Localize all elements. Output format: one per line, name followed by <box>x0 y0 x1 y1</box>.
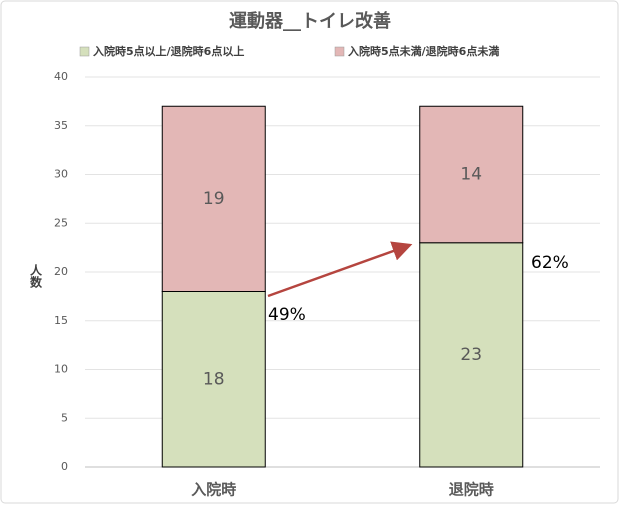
y-tick-label: 0 <box>61 460 68 473</box>
legend-swatch <box>79 46 90 57</box>
bar-segment <box>419 105 524 244</box>
annotation: 49% <box>268 305 306 325</box>
x-tick-label: 入院時 <box>191 481 236 499</box>
y-tick-label: 20 <box>54 265 68 278</box>
y-tick-label: 30 <box>54 168 68 181</box>
bar-segment <box>161 291 266 468</box>
x-tick-label: 退院時 <box>449 481 494 499</box>
data-label: 23 <box>460 345 482 365</box>
annotation: 62% <box>531 253 569 273</box>
data-label: 14 <box>460 165 482 185</box>
bar-segment <box>419 242 524 468</box>
bar-segment <box>161 105 266 292</box>
legend-label: 入院時5点未満/退院時6点未満 <box>348 44 499 58</box>
chart-title: 運動器__トイレ改善 <box>229 10 391 32</box>
y-tick-label: 10 <box>54 363 68 376</box>
legend-swatch <box>334 46 345 57</box>
y-tick-label: 5 <box>61 411 68 424</box>
legend-label: 入院時5点以上/退院時6点以上 <box>93 44 244 58</box>
y-tick-label: 35 <box>54 119 68 132</box>
y-tick-label: 40 <box>54 70 68 83</box>
y-axis-label: 人数 <box>29 263 43 289</box>
data-label: 19 <box>203 189 225 209</box>
arrow <box>267 241 413 298</box>
y-tick-label: 15 <box>54 314 68 327</box>
data-label: 18 <box>203 369 225 389</box>
y-tick-label: 25 <box>54 216 68 229</box>
